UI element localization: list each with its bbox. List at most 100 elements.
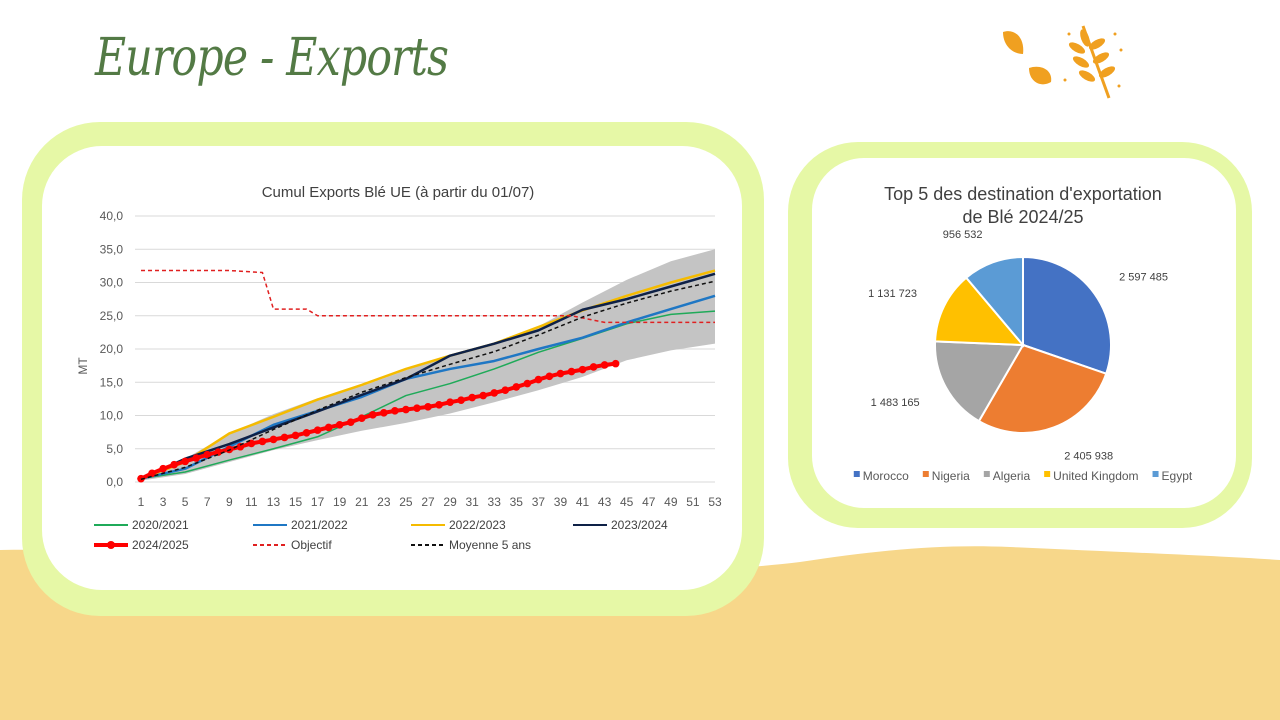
- x-tick-label: 13: [267, 495, 281, 509]
- series-lines: [137, 269, 716, 483]
- x-tick-label: 17: [311, 495, 325, 509]
- series-point: [501, 386, 510, 395]
- y-axis-ticks: 0,0 5,0 10,0 15,0 20,0 25,0 30,0 35,0 40,0: [100, 209, 124, 489]
- x-tick-label: 5: [182, 495, 189, 509]
- x-tick-label: 21: [355, 495, 369, 509]
- legend-label: 2020/2021: [132, 518, 189, 532]
- legend-swatch: [983, 471, 990, 477]
- series-point: [302, 428, 311, 437]
- series-point: [335, 421, 344, 429]
- series-point: [369, 411, 377, 419]
- x-tick-label: 25: [399, 495, 413, 509]
- series-point: [457, 396, 465, 405]
- series-point: [313, 426, 322, 434]
- line-chart-title: Cumul Exports Blé UE (à partir du 01/07): [262, 184, 535, 201]
- series-line: [140, 280, 716, 481]
- series-point: [391, 407, 399, 415]
- leaf-icon: [1003, 31, 1052, 85]
- line-chart-card: [42, 146, 742, 590]
- y-tick-label: 30,0: [100, 276, 124, 290]
- legend-label: Moyenne 5 ans: [449, 538, 531, 552]
- legend-swatch: [853, 471, 860, 477]
- legend-label: 2021/2022: [291, 518, 348, 532]
- series-point: [435, 401, 443, 409]
- pie-data-label: 1 483 165: [871, 397, 920, 409]
- page-title: Europe - Exports: [95, 28, 449, 88]
- y-tick-label: 35,0: [100, 242, 124, 256]
- pie-chart: Top 5 des destination d'exportation de B…: [853, 184, 1193, 483]
- series-point: [346, 418, 355, 426]
- series-point: [170, 460, 178, 469]
- pie-slices: [934, 255, 1112, 434]
- x-tick-label: 1: [138, 495, 145, 509]
- series-point: [402, 405, 410, 414]
- x-tick-label: 33: [488, 495, 502, 509]
- series-point: [611, 359, 620, 368]
- legend-label: Objectif: [291, 538, 332, 552]
- legend-swatch: [1152, 471, 1159, 477]
- x-tick-label: 41: [576, 495, 590, 509]
- y-tick-label: 40,0: [100, 209, 124, 223]
- series-point: [380, 409, 388, 417]
- series-point: [159, 464, 167, 473]
- pie-data-labels: 2 597 485 2 405 938 1 483 165 1 131 723 956 …: [868, 229, 1168, 462]
- y-tick-label: 0,0: [106, 475, 123, 489]
- legend-label: United Kingdom: [1053, 469, 1138, 483]
- x-tick-label: 45: [620, 495, 634, 509]
- x-tick-label: 11: [245, 495, 258, 509]
- series-point: [600, 361, 609, 369]
- line-chart-legend: 2020/2021 2021/2022 2022/2023 2023/2024 2024…: [94, 518, 668, 552]
- x-tick-label: 53: [708, 495, 722, 509]
- series-point: [192, 454, 200, 462]
- series-point: [214, 448, 223, 456]
- series-point: [567, 367, 576, 376]
- series-point: [556, 369, 565, 378]
- series-point: [578, 365, 587, 374]
- legend-marker: [107, 541, 115, 549]
- series-line: [140, 272, 716, 480]
- wheat-decoration: [1003, 25, 1123, 99]
- legend-label: Nigeria: [932, 469, 970, 483]
- series-point: [468, 393, 476, 402]
- series-point: [545, 372, 554, 381]
- series-point: [247, 439, 256, 448]
- series-line: [140, 294, 716, 480]
- pie-chart-title-line2: de Blé 2024/25: [962, 207, 1083, 227]
- y-tick-label: 25,0: [100, 309, 124, 323]
- x-tick-label: 47: [642, 495, 656, 509]
- y-axis-label: MT: [76, 357, 90, 375]
- series-point: [203, 450, 212, 459]
- x-tick-label: 29: [443, 495, 457, 509]
- series-point: [269, 435, 278, 444]
- series-point: [258, 437, 267, 446]
- legend-label: 2022/2023: [449, 518, 506, 532]
- pie-legend: Morocco Nigeria Algeria United Kingdom Egypt: [853, 469, 1193, 483]
- pie-data-label: 2 405 938: [1064, 451, 1113, 463]
- series-point: [280, 433, 289, 442]
- x-tick-label: 35: [510, 495, 524, 509]
- series-line: [141, 269, 715, 324]
- legend-label: Morocco: [863, 469, 909, 483]
- legend-label: Algeria: [993, 469, 1031, 483]
- x-tick-label: 31: [465, 495, 479, 509]
- x-tick-label: 39: [554, 495, 568, 509]
- series-point: [479, 391, 487, 400]
- series-line: [140, 269, 716, 480]
- x-tick-label: 37: [532, 495, 546, 509]
- x-tick-label: 7: [204, 495, 211, 509]
- y-tick-label: 10,0: [100, 409, 124, 423]
- series-point: [324, 423, 333, 432]
- x-tick-label: 43: [598, 495, 612, 509]
- series-point: [490, 389, 499, 397]
- x-tick-label: 49: [664, 495, 678, 509]
- x-tick-label: 23: [377, 495, 391, 509]
- series-point: [512, 383, 521, 391]
- series-point: [413, 404, 421, 412]
- wheat-icon: [1063, 25, 1123, 99]
- legend-label: 2023/2024: [611, 518, 668, 532]
- pie-data-label: 1 131 723: [868, 288, 917, 300]
- legend-label: 2024/2025: [132, 538, 189, 552]
- series-point: [181, 457, 189, 466]
- x-tick-label: 15: [289, 495, 303, 509]
- pie-chart-title-line1: Top 5 des destination d'exportation: [884, 184, 1162, 204]
